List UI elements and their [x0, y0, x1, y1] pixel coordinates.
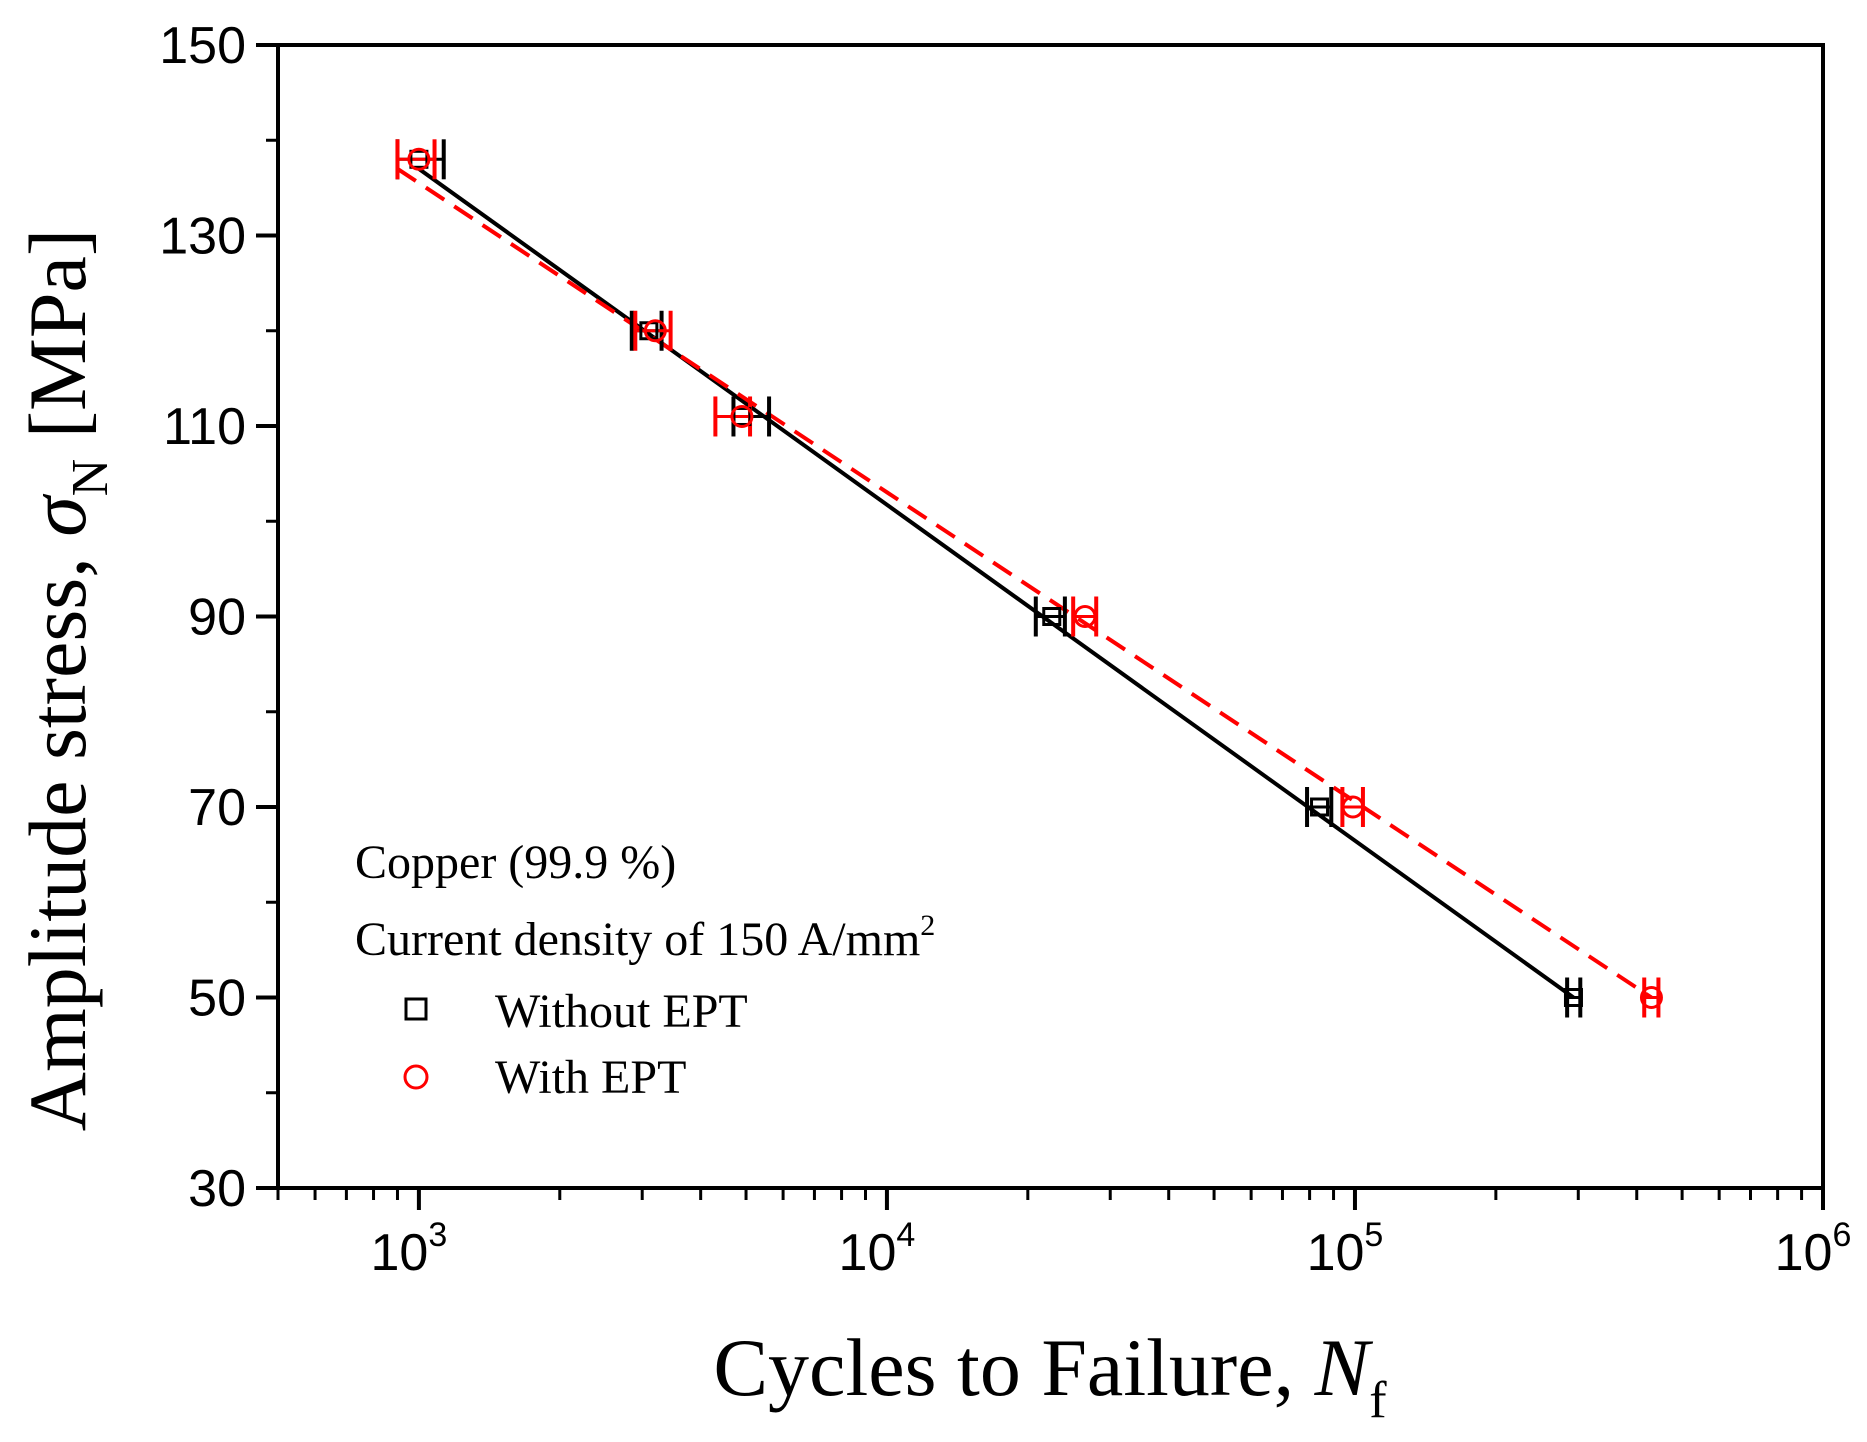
marker-without-ept: [732, 406, 752, 426]
x-tick-label: 104: [839, 1216, 916, 1282]
legend-marker-with-ept: [403, 1064, 429, 1090]
y-tick-label: 50: [188, 970, 246, 1028]
y-tick-label: 70: [188, 779, 246, 837]
x-tick-label: 106: [1775, 1216, 1852, 1282]
x-tick-base: 10: [1307, 1224, 1365, 1282]
fit-line-with-ept: [396, 167, 1653, 1000]
major-ticks: [256, 43, 1825, 1210]
marker-without-ept: [1310, 797, 1330, 817]
y-axis-title: Amplitude stress, σN [MPa]: [12, 229, 119, 1132]
x-tick-exponent: 5: [1364, 1216, 1383, 1254]
legend-label-with-ept: With EPT: [495, 1051, 686, 1104]
y-tick-label: 30: [188, 1160, 246, 1218]
x-tick-base: 10: [1775, 1224, 1833, 1282]
x-tick-exponent: 3: [428, 1216, 447, 1254]
y-tick-labels: 30 50 70 90 110 130 150: [159, 17, 246, 1218]
marker-with-ept: [407, 147, 431, 171]
y-tick-label: 150: [159, 17, 246, 75]
x-tick-exponent: 4: [896, 1216, 915, 1254]
x-tick-base: 10: [371, 1224, 429, 1282]
marker-with-ept: [643, 319, 667, 343]
x-tick-exponent: 6: [1832, 1216, 1851, 1254]
marker-with-ept: [1073, 605, 1097, 628]
marker-without-ept: [409, 149, 429, 169]
marker-with-ept: [730, 404, 754, 428]
y-tick-label: 110: [163, 398, 246, 456]
current-density-annotation: Current density of 150 A/mm2: [355, 909, 935, 966]
fit-line-without-ept: [417, 167, 1575, 1000]
marker-without-ept: [1563, 988, 1583, 1007]
legend-label-without-ept: Without EPT: [495, 985, 748, 1038]
legend: Copper (99.9 %) Current density of 150 A…: [355, 836, 935, 1104]
fit-lines: [396, 167, 1653, 1000]
data-markers: [407, 147, 1663, 1009]
y-tick-label: 130: [159, 208, 246, 266]
marker-without-ept: [1042, 607, 1062, 626]
material-annotation: Copper (99.9 %): [355, 836, 676, 889]
x-tick-label: 103: [371, 1216, 448, 1282]
legend-marker-without-ept: [404, 997, 428, 1021]
minor-ticks: [266, 138, 1804, 1200]
marker-with-ept: [1341, 795, 1365, 819]
y-tick-label: 90: [188, 589, 246, 647]
x-tick-label: 105: [1307, 1216, 1384, 1282]
x-tick-labels: 103 104 105 106: [371, 1216, 1852, 1282]
x-tick-base: 10: [839, 1224, 897, 1282]
x-axis-title: Cycles to Failure, Nf: [713, 1322, 1387, 1429]
marker-with-ept: [1639, 986, 1663, 1009]
